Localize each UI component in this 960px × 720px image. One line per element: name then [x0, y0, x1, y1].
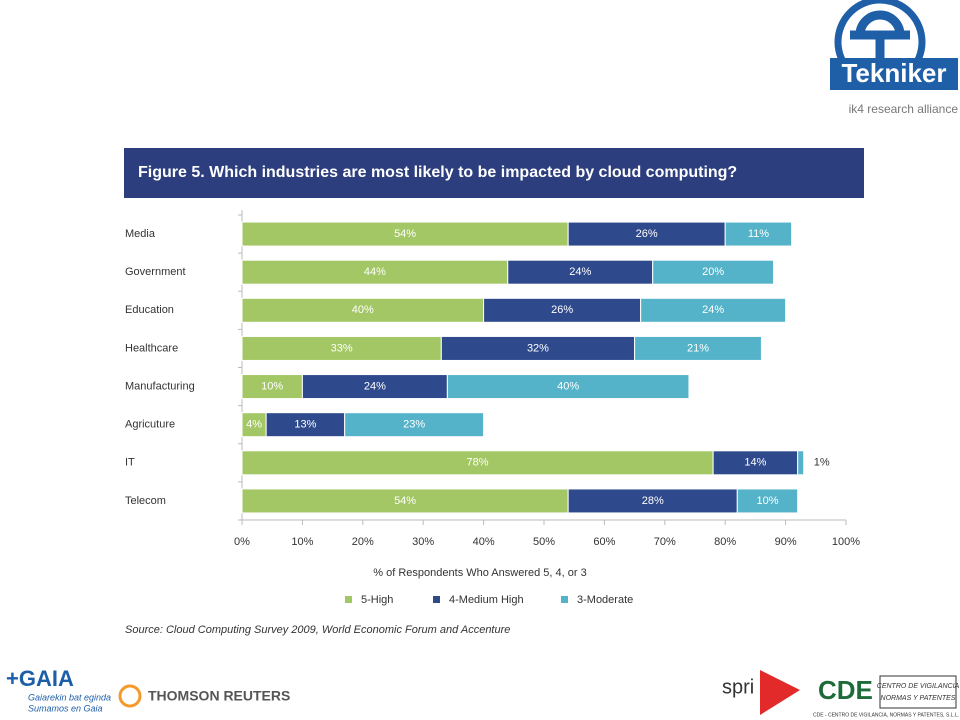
bar-segment	[241, 335, 442, 361]
value-label: 13%	[294, 419, 316, 431]
value-label: 78%	[467, 457, 489, 469]
legend-swatch	[345, 596, 352, 603]
footer-logos: +GAIA Gaiarekin bat eginda Sumamos en Ga…	[6, 666, 960, 719]
chart-title: Figure 5. Which industries are most like…	[138, 164, 737, 181]
bar-segment	[567, 488, 738, 514]
legend-swatch	[433, 596, 440, 603]
value-label: 44%	[364, 266, 386, 278]
x-tick-label: 30%	[412, 536, 434, 548]
category-label: Media	[125, 228, 156, 240]
category-label: Education	[125, 304, 174, 316]
bar-segment	[736, 488, 799, 514]
bar-segment	[567, 221, 726, 247]
value-label: 40%	[557, 380, 579, 392]
thomson-icon	[118, 684, 142, 708]
cde-footer: CDE - CENTRO DE VIGILANCIA, NORMAS Y PAT…	[813, 712, 959, 718]
x-tick-label: 0%	[234, 536, 250, 548]
bar-segment	[241, 259, 509, 285]
bar-segment	[241, 221, 569, 247]
x-tick-label: 100%	[832, 536, 860, 548]
cde-box	[879, 675, 957, 709]
x-axis-label: % of Respondents Who Answered 5, 4, or 3	[373, 567, 586, 579]
value-label: 4%	[246, 419, 262, 431]
cde-box-text: CENTRO DE VIGILANCIA	[877, 683, 960, 690]
value-label: 21%	[687, 342, 709, 354]
bar-segment	[712, 450, 799, 476]
bar-segment	[507, 259, 654, 285]
x-tick-label: 70%	[654, 536, 676, 548]
x-tick-label: 60%	[593, 536, 615, 548]
logo-subtext: ik4 research alliance	[849, 102, 959, 116]
spri-arrow	[760, 670, 800, 715]
source: Source: Cloud Computing Survey 2009, Wor…	[125, 624, 510, 636]
category-label: Government	[125, 266, 186, 278]
x-tick-label: 10%	[291, 536, 313, 548]
bar-segment	[241, 374, 303, 400]
bar-segment	[483, 297, 642, 323]
value-label: 28%	[642, 495, 664, 507]
bar-segment	[652, 259, 775, 285]
value-label: 32%	[527, 342, 549, 354]
bar-segment	[724, 221, 793, 247]
x-tick-label: 40%	[473, 536, 495, 548]
value-label: 54%	[394, 495, 416, 507]
value-label: 54%	[394, 228, 416, 240]
category-label: Telecom	[125, 495, 166, 507]
bar-segment	[301, 374, 448, 400]
spri-logo: spri	[722, 676, 754, 698]
value-label: 33%	[331, 342, 353, 354]
bar-segment	[446, 374, 690, 400]
value-label: 24%	[702, 304, 724, 316]
gaia-logo: +GAIA	[6, 666, 74, 691]
value-label: 11%	[748, 228, 769, 240]
bar-segment	[797, 450, 805, 476]
value-label: 23%	[403, 419, 425, 431]
logo-band	[830, 58, 958, 90]
value-label: 24%	[364, 380, 386, 392]
value-label: 26%	[551, 304, 573, 316]
x-tick-label: 90%	[775, 536, 797, 548]
value-label: 1%	[814, 457, 830, 469]
value-label: 10%	[261, 380, 283, 392]
x-tick-label: 80%	[714, 536, 736, 548]
bar-segment	[241, 488, 569, 514]
value-label: 20%	[702, 266, 724, 278]
legend-label: 4-Medium High	[449, 594, 524, 606]
bar-segment	[241, 297, 485, 323]
category-label: Healthcare	[125, 342, 178, 354]
value-label: 14%	[744, 457, 766, 469]
cde-box-text: NORMAS Y PATENTES	[881, 695, 956, 702]
bar-segment	[344, 412, 485, 438]
bar-segment	[640, 297, 787, 323]
category-label: Agricuture	[125, 419, 175, 431]
value-label: 10%	[756, 495, 778, 507]
thomson-logo: THOMSON REUTERS	[148, 688, 290, 704]
x-tick-label: 20%	[352, 536, 374, 548]
category-label: IT	[125, 457, 135, 469]
cde-logo: CDE	[818, 675, 873, 705]
legend-label: 3-Moderate	[577, 594, 633, 606]
x-tick-label: 50%	[533, 536, 555, 548]
logo-text: Tekniker	[841, 58, 946, 88]
title-banner	[124, 148, 864, 198]
category-label: Manufacturing	[125, 380, 195, 392]
gaia-tagline: Sumamos en Gaia	[28, 703, 103, 713]
bar-segment	[265, 412, 346, 438]
legend-swatch	[561, 596, 568, 603]
value-label: 40%	[352, 304, 374, 316]
bar-segment	[440, 335, 636, 361]
tekniker-logo: Tekniker ik4 research alliance	[830, 0, 958, 116]
gaia-tagline: Gaiarekin bat eginda	[28, 692, 111, 702]
value-label: 24%	[569, 266, 591, 278]
bar-segment	[241, 412, 267, 438]
bar-segment	[634, 335, 762, 361]
legend-label: 5-High	[361, 594, 393, 606]
value-label: 26%	[636, 228, 658, 240]
